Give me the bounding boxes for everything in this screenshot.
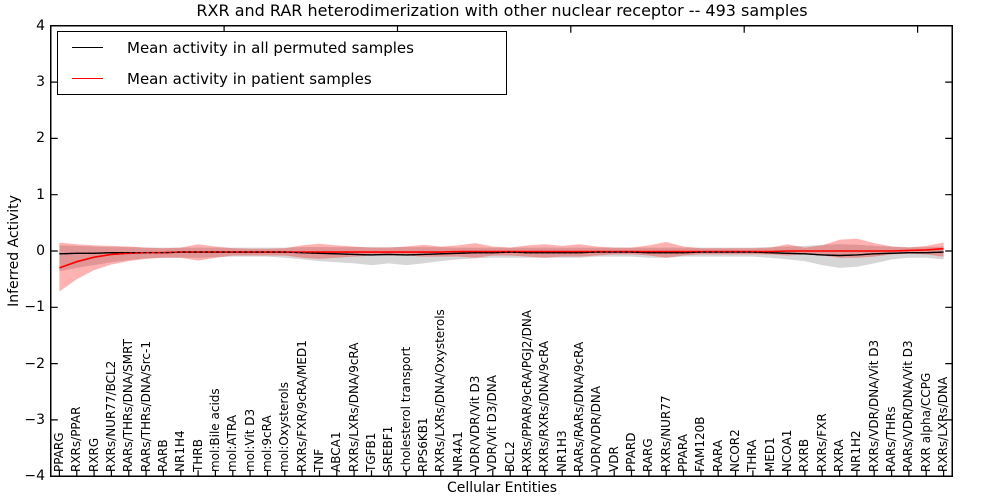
- x-tick-label: RXRs/LXRs/DNA/9cRA: [346, 342, 361, 473]
- line-permuted-dash-overlay: [59, 251, 944, 257]
- x-tick-label: RARs/VDR/DNA/Vit D3: [901, 340, 916, 472]
- x-tick-label: RARs/RARs/DNA/9cRA: [572, 341, 586, 472]
- x-tick-label: RXRs/LXRs/DNA: [936, 376, 951, 472]
- chart-title: RXR and RAR heterodimerization with othe…: [196, 1, 808, 20]
- y-tick-label: 4: [36, 17, 45, 34]
- x-tick-label: RXRs/VDR/DNA/Vit D3: [866, 339, 881, 472]
- x-tick-label: NR1H4: [173, 430, 188, 472]
- x-tick-label: NCOA1: [780, 429, 795, 472]
- confidence-bands: [59, 238, 944, 292]
- x-tick-label: RXRs/FXR/9cRA/MED1: [294, 340, 309, 472]
- legend-line-sample-black: [72, 47, 103, 48]
- x-tick-label: PPARG: [51, 432, 66, 472]
- x-tick-label: mol:Vit D3: [242, 408, 257, 472]
- legend-label: Mean activity in patient samples: [127, 69, 372, 88]
- x-tick-label: mol:Oxysterols: [277, 382, 292, 472]
- axis-frame: [50, 25, 953, 477]
- x-tick-label: RARs/THRs: [884, 406, 899, 472]
- x-tick-label: VDR/VDR/Vit D3: [467, 375, 482, 472]
- y-tick-label: −1: [24, 299, 45, 316]
- x-tick-label: PPARA: [676, 434, 691, 472]
- y-tick-label: −4: [24, 468, 45, 485]
- x-axis-label: Cellular Entities: [446, 480, 558, 496]
- x-tick-label: mol:Bile acids: [207, 388, 222, 472]
- x-tick-label: THRA: [745, 439, 760, 472]
- x-tick-label: RXRs/RXRs/DNA/9cRA: [537, 340, 552, 472]
- x-tick-label: cholesterol transport: [398, 346, 413, 472]
- x-tick-label: RXRs/LXRs/DNA/Oxysterols: [433, 309, 448, 472]
- y-tick-label: 0: [36, 243, 45, 259]
- x-tick-label: BCL2: [502, 441, 517, 472]
- x-tick-label: RXRB: [797, 438, 812, 472]
- x-tick-label: FAM120B: [693, 416, 708, 473]
- x-tick-label: RARs/THRs/DNA/SMRT: [121, 339, 136, 472]
- x-tick-label: RXRs/PPAR: [69, 406, 84, 472]
- x-tick-label: RXRA: [832, 439, 847, 472]
- legend-line-sample-red: [72, 78, 103, 79]
- x-tick-label: VDR/VDR/DNA: [589, 385, 604, 472]
- x-tick-label: MED1: [762, 437, 777, 472]
- x-tick-label: RARB: [155, 439, 170, 472]
- x-tick-label: NR1H2: [849, 430, 864, 472]
- x-tick-label: RPS6KB1: [415, 417, 430, 472]
- legend-entry-patient: Mean activity in patient samples: [58, 65, 506, 93]
- x-tick-label: NCOR2: [728, 429, 743, 472]
- y-tick-label: −3: [24, 411, 45, 428]
- x-tick-label: VDR/Vit D3/DNA: [485, 375, 500, 472]
- x-tick-label: SREBF1: [381, 425, 396, 472]
- y-tick-label: 3: [36, 74, 45, 91]
- y-tick-label: −2: [24, 355, 45, 372]
- x-tick-label: RARG: [641, 438, 656, 472]
- legend-label: Mean activity in all permuted samples: [127, 38, 414, 57]
- x-tick-label: ABCA1: [329, 431, 344, 472]
- mean-lines: [59, 247, 944, 269]
- x-tick-label: RXRG: [86, 437, 101, 472]
- x-tick-label: PPARD: [624, 432, 639, 473]
- x-tick-label: NR4A1: [450, 431, 465, 472]
- x-tick-label: NR1H3: [554, 430, 569, 472]
- x-tick-label: TNF: [311, 448, 326, 472]
- x-tick-label: TGFB1: [363, 432, 378, 472]
- x-tick-label: THRB: [190, 439, 205, 472]
- x-tick-label: RARA: [710, 439, 725, 472]
- x-tick-label: RXRs/NUR77: [658, 395, 673, 472]
- x-tick-label: RXRs/NUR77/BCL2: [103, 360, 118, 472]
- legend-entry-permuted: Mean activity in all permuted samples: [58, 34, 506, 62]
- y-tick-label: 2: [36, 130, 45, 147]
- x-tick-label: mol:9cRA: [259, 415, 274, 472]
- y-tick-label: 1: [36, 186, 45, 203]
- x-tick-label: mol:ATRA: [225, 414, 240, 472]
- x-tick-label: RARs/THRs/DNA/Src-1: [138, 341, 153, 472]
- x-tick-label: RXRs/FXR: [814, 413, 829, 472]
- x-tick-label: RXR alpha/CCPG: [918, 372, 933, 472]
- x-tick-label: RXRs/PPAR/9cRA/PGJ2/DNA: [520, 310, 534, 472]
- x-tick-label: VDR: [606, 446, 621, 472]
- legend: Mean activity in all permuted samples Me…: [57, 31, 507, 95]
